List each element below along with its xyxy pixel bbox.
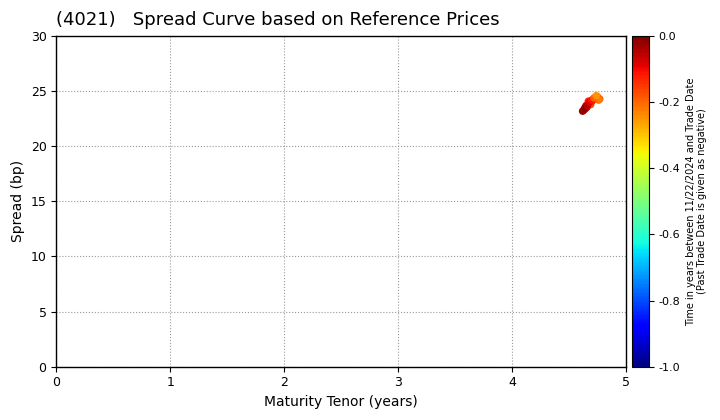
Point	[579, 105, 590, 111]
Point	[580, 102, 592, 109]
Point	[586, 98, 598, 105]
Text: (4021)   Spread Curve based on Reference Prices: (4021) Spread Curve based on Reference P…	[56, 11, 500, 29]
Point	[585, 101, 596, 108]
Point	[588, 96, 600, 102]
Point	[584, 99, 595, 106]
Point	[582, 102, 593, 109]
Point	[584, 100, 595, 107]
Point	[582, 103, 593, 110]
X-axis label: Maturity Tenor (years): Maturity Tenor (years)	[264, 395, 418, 409]
Point	[586, 97, 598, 103]
Point	[582, 98, 594, 105]
Point	[582, 101, 594, 108]
Point	[590, 92, 602, 99]
Point	[590, 93, 602, 100]
Point	[579, 105, 590, 112]
Point	[590, 94, 601, 101]
Point	[585, 99, 596, 106]
Point	[594, 96, 606, 102]
Point	[577, 108, 588, 115]
Point	[580, 105, 592, 111]
Point	[592, 93, 603, 100]
Point	[578, 107, 590, 113]
Point	[593, 97, 604, 103]
Y-axis label: Time in years between 11/22/2024 and Trade Date
(Past Trade Date is given as neg: Time in years between 11/22/2024 and Tra…	[685, 77, 707, 326]
Point	[588, 97, 599, 103]
Y-axis label: Spread (bp): Spread (bp)	[11, 160, 25, 242]
Point	[588, 94, 600, 101]
